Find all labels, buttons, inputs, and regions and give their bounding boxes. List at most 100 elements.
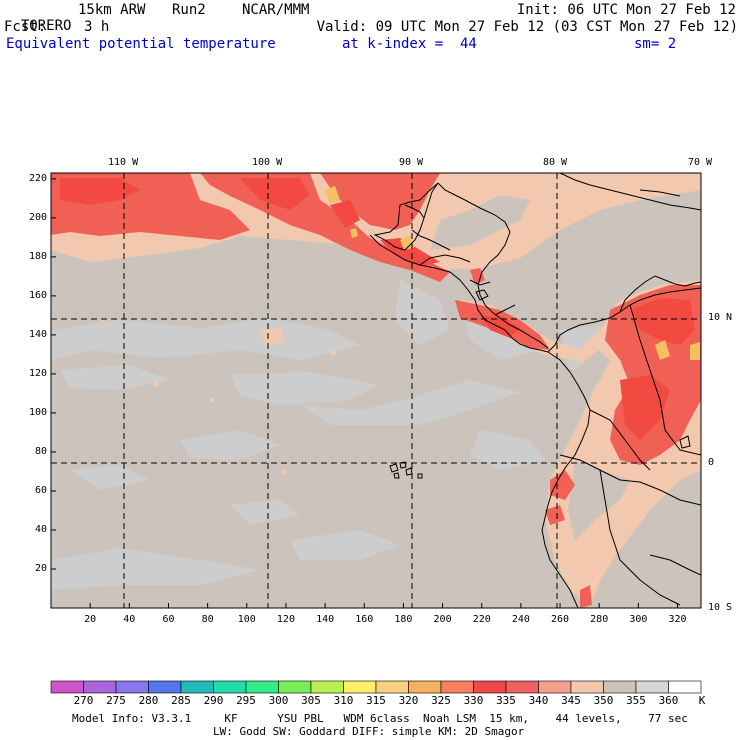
colorbar-level-label: 360 (658, 694, 679, 707)
colorbar-swatch (148, 680, 182, 694)
colorbar-swatch (213, 680, 247, 694)
colorbar-level-label: 335 (496, 694, 516, 707)
colorbar-swatch (310, 680, 344, 694)
x-tick-label: 40 (123, 614, 136, 625)
colorbar-level-label: 330 (463, 694, 484, 707)
level-label: at k-index = 44 (342, 36, 477, 52)
init-time: Init: 06 UTC Mon 27 Feb 12 (516, 2, 736, 18)
map-field (51, 173, 701, 608)
colorbar-swatch (570, 680, 604, 694)
colorbar-swatch (635, 680, 669, 694)
colorbar-level-label: 315 (366, 694, 386, 707)
ocean-specks (100, 318, 336, 474)
y-tick-label: 20 (34, 562, 47, 574)
y-tick-label: 220 (28, 172, 47, 184)
fcst-value: 3 h (84, 19, 110, 35)
lon-label-70w: 70 W (688, 157, 713, 168)
y-tick-label: 180 (28, 250, 47, 262)
model-info-line1: Model Info: V3.3.1 KF YSU PBL WDM 6class… (72, 712, 688, 725)
colorbar-level-label: 280 (138, 694, 159, 707)
x-tick-label: 160 (355, 614, 374, 625)
x-tick-label: 280 (590, 614, 609, 625)
colorbar-swatch (83, 680, 117, 694)
y-tick-label: 40 (34, 523, 47, 535)
model-name: TORERO (20, 18, 72, 34)
y-tick-label: 160 (28, 289, 47, 301)
x-tick-label: 240 (511, 614, 530, 625)
x-tick-label: 300 (629, 614, 648, 625)
x-tick-label: 260 (551, 614, 570, 625)
colorbar-unit: K (698, 694, 706, 707)
axis-ticks (51, 178, 679, 608)
colorbar-level-label: 355 (626, 694, 646, 707)
y-tick-label: 200 (28, 211, 47, 223)
colorbar-swatch (538, 680, 572, 694)
colorbar-swatch (505, 680, 539, 694)
colorbar-level-label: 345 (561, 694, 581, 707)
colorbar-swatch (343, 680, 377, 694)
x-tick-label: 180 (394, 614, 413, 625)
colorbar-swatch (278, 680, 312, 694)
colorbar-swatch (408, 680, 442, 694)
peak-spots (325, 186, 700, 360)
hotter-areas (60, 178, 695, 440)
lat-label-10s: 10 S (708, 602, 733, 613)
x-tick-label: 100 (237, 614, 256, 625)
colorbar-level-label: 285 (171, 694, 191, 707)
resolution-label: 15km ARW (78, 2, 146, 18)
x-tick-label: 200 (433, 614, 452, 625)
y-tick-label: 60 (34, 484, 47, 496)
fcst-label: Fcst: (4, 19, 47, 35)
colorbar-level-label: 320 (398, 694, 419, 707)
colorbar-swatch (50, 680, 84, 694)
x-tick-label: 80 (201, 614, 214, 625)
colorbar-swatch (440, 680, 474, 694)
colorbar-level-label: 270 (73, 694, 94, 707)
colorbar-level-label: 295 (236, 694, 256, 707)
latlon-grid (51, 173, 701, 608)
model-info-line2: LW: Godd SW: Goddard DIFF: simple KM: 2D… (213, 725, 525, 738)
y-tick-label: 80 (34, 445, 47, 457)
colorbar-swatch (115, 680, 149, 694)
colorbar-level-label: 325 (431, 694, 451, 707)
y-tick-label: 100 (28, 406, 47, 418)
colorbar-level-label: 310 (333, 694, 354, 707)
colorbar-swatch (245, 680, 279, 694)
colorbar-swatch (180, 680, 214, 694)
org-label: NCAR/MMM (242, 2, 310, 18)
lat-label-10n: 10 N (708, 312, 733, 323)
colorbar-swatch (473, 680, 507, 694)
x-tick-label: 60 (162, 614, 175, 625)
x-tick-label: 20 (84, 614, 97, 625)
colorbar-swatch (375, 680, 409, 694)
colorbar-level-label: 290 (203, 694, 224, 707)
cool-patches (51, 280, 600, 590)
coastlines (369, 173, 701, 608)
smoothing-label: sm= 2 (634, 36, 677, 52)
map-frame (50, 172, 702, 609)
y-tick-label: 140 (28, 328, 47, 340)
lon-label-110w: 110 W (108, 157, 139, 168)
colorbar-level-label: 350 (593, 694, 614, 707)
lon-label-80w: 80 W (543, 157, 568, 168)
colorbar-swatch (668, 680, 702, 694)
colorbar-level-label: 300 (268, 694, 289, 707)
x-tick-label: 140 (316, 614, 335, 625)
x-tick-label: 120 (276, 614, 295, 625)
x-tick-label: 220 (472, 614, 491, 625)
colorbar (50, 680, 702, 694)
lat-label-0: 0 (708, 457, 715, 468)
lon-label-90w: 90 W (399, 157, 424, 168)
colorbar-level-label: 340 (528, 694, 549, 707)
colorbar-level-label: 305 (301, 694, 321, 707)
valid-time: Valid: 09 UTC Mon 27 Feb 12 (03 CST Mon … (316, 19, 738, 35)
colorbar-swatch (603, 680, 637, 694)
lon-label-100w: 100 W (252, 157, 283, 168)
x-tick-label: 320 (668, 614, 687, 625)
run-label: Run2 (172, 2, 206, 18)
y-tick-label: 120 (28, 367, 47, 379)
land-cool (430, 195, 701, 608)
field-name: Equivalent potential temperature (6, 36, 276, 52)
colorbar-level-label: 275 (106, 694, 126, 707)
